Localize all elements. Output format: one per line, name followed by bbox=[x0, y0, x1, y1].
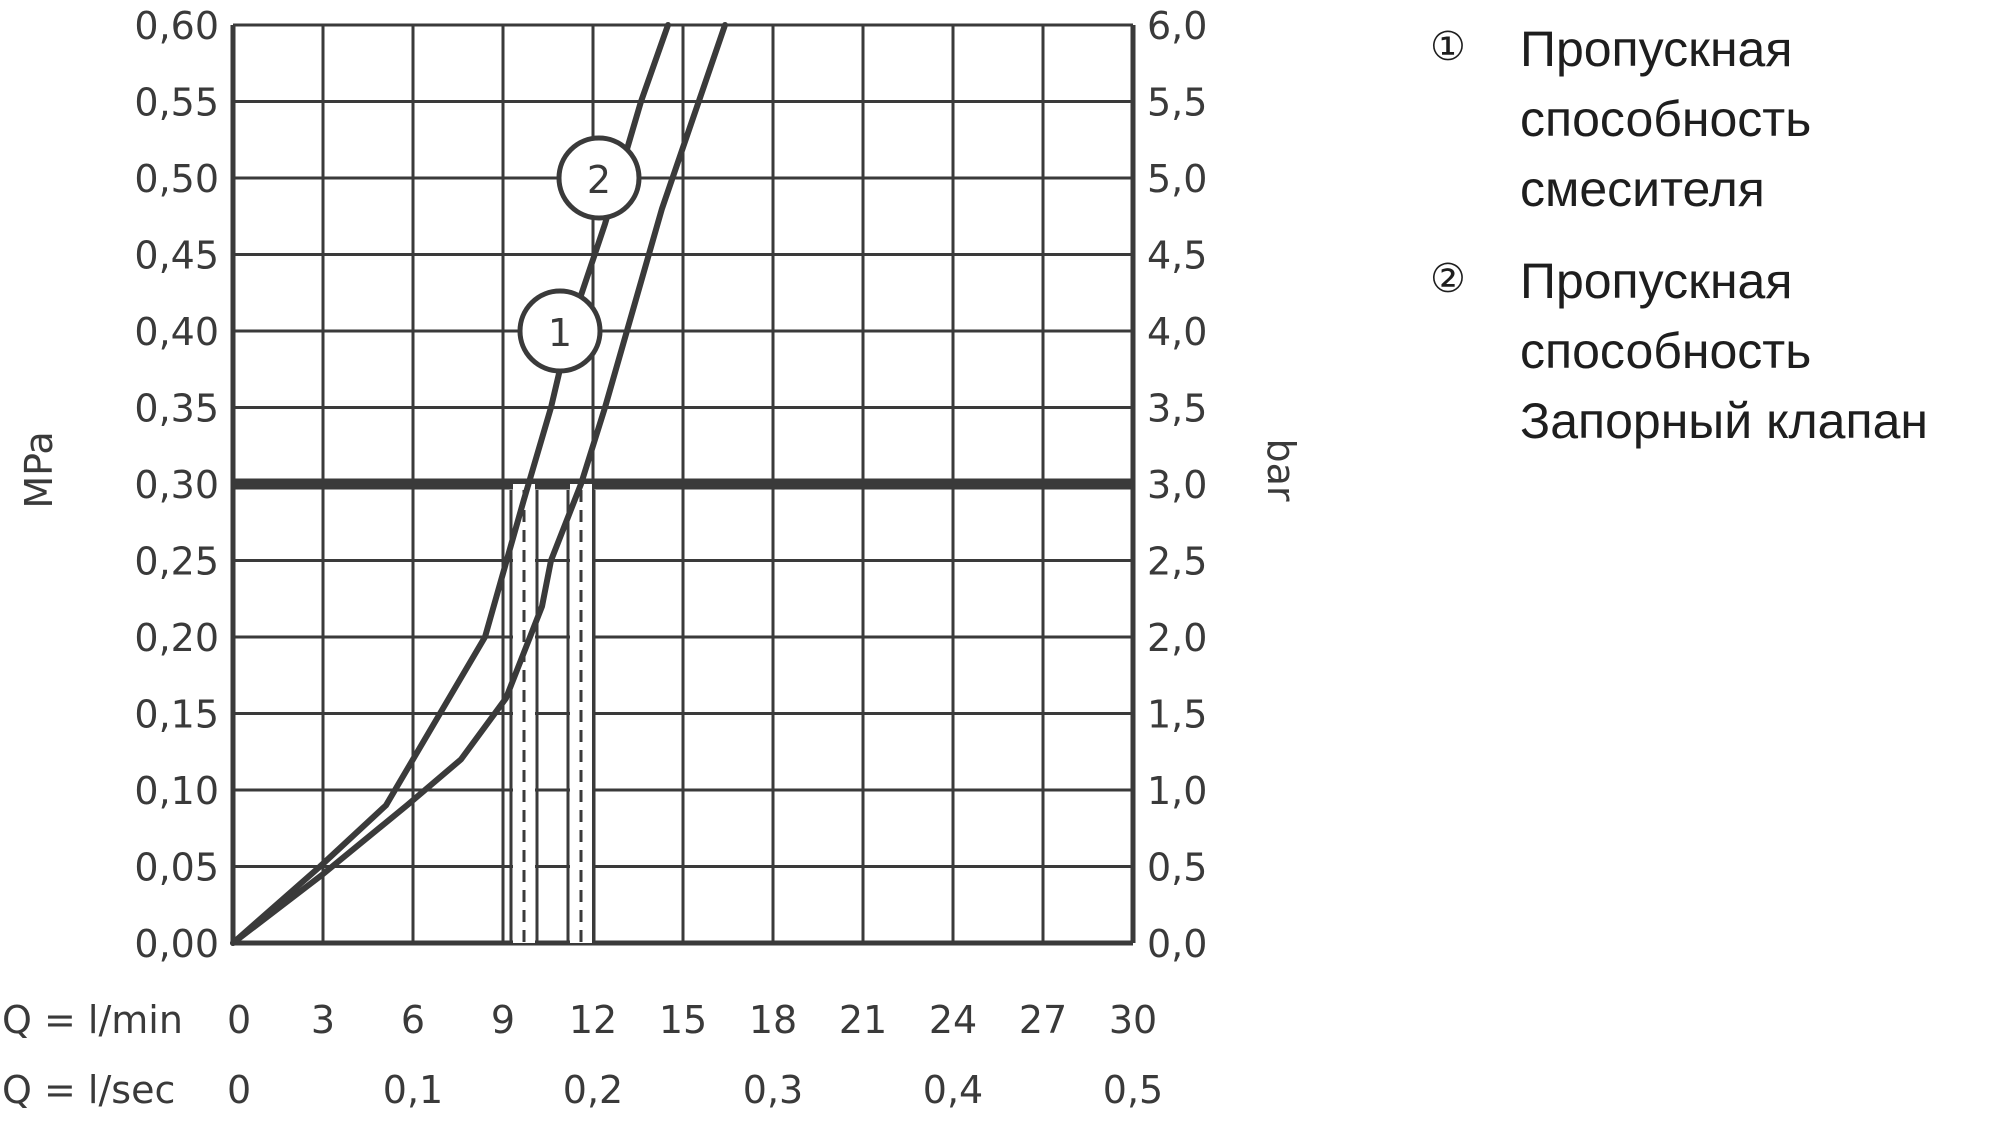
x-axis-label-lsec: Q = l/sec bbox=[2, 1068, 175, 1112]
y-tick-label-mpa: 0,05 bbox=[134, 846, 219, 890]
legend-line: смесителя bbox=[1520, 161, 1765, 217]
legend-line: Пропускная bbox=[1520, 253, 1793, 309]
legend-line: Запорный клапан bbox=[1520, 393, 1928, 449]
y-tick-label-mpa: 0,20 bbox=[134, 616, 219, 660]
x-tick-label-lmin: 18 bbox=[749, 998, 797, 1042]
y-tick-label-bar: 1,5 bbox=[1147, 693, 1207, 737]
curve-markers: 12 bbox=[517, 135, 642, 374]
x-tick-label-lmin: 6 bbox=[401, 998, 425, 1042]
legend-text-2: Пропускная способность Запорный клапан bbox=[1520, 246, 1928, 456]
y-tick-labels-mpa: 0,00 0,05 0,10 0,15 0,20 0,25 0,30 0,35 0,40 0,45… bbox=[134, 4, 219, 966]
x-tick-label-lsec: 0,4 bbox=[923, 1068, 983, 1112]
marker-label: 2 bbox=[587, 158, 611, 202]
y-tick-label-mpa: 0,55 bbox=[134, 81, 219, 125]
x-tick-label-lsec: 0,5 bbox=[1103, 1068, 1163, 1112]
y-tick-label-mpa: 0,25 bbox=[134, 540, 219, 584]
x-tick-label-lmin: 3 bbox=[311, 998, 335, 1042]
x-tick-label-lsec: 0,1 bbox=[383, 1068, 443, 1112]
y-tick-label-mpa: 0,45 bbox=[134, 234, 219, 278]
y-tick-label-bar: 2,0 bbox=[1147, 616, 1207, 660]
x-tick-label-lsec: 0,3 bbox=[743, 1068, 803, 1112]
x-tick-label-lmin: 21 bbox=[839, 998, 887, 1042]
y-tick-label-mpa: 0,30 bbox=[134, 463, 219, 507]
legend-line: способность bbox=[1520, 323, 1812, 379]
series-2-line bbox=[230, 22, 728, 946]
x-axis-label-lmin: Q = l/min bbox=[2, 998, 183, 1042]
x-tick-labels: 0 3 6 9 12 15 18 21 24 27 30 Q = l/min 0 0,1 0,2 0,3 0,4… bbox=[2, 998, 1163, 1112]
marker-circle bbox=[517, 288, 603, 374]
x-tick-label-lmin: 9 bbox=[491, 998, 515, 1042]
y-tick-label-bar: 2,5 bbox=[1147, 540, 1207, 584]
y-tick-labels-bar: 0,0 0,5 1,0 1,5 2,0 2,5 3,0 3,5 4,0 4,5 5,0 5,5 6,0 bbox=[1147, 4, 1207, 966]
y-axis-title-bar: bar bbox=[1259, 438, 1303, 501]
x-tick-label-lsec: 0,2 bbox=[563, 1068, 623, 1112]
legend-line: способность bbox=[1520, 91, 1812, 147]
legend-text-1: Пропускная способность смесителя bbox=[1520, 14, 1811, 224]
y-tick-label-bar: 6,0 bbox=[1147, 4, 1207, 48]
x-tick-label-lmin: 0 bbox=[227, 998, 251, 1042]
x-tick-label-lsec: 0 bbox=[227, 1068, 251, 1112]
y-tick-label-mpa: 0,35 bbox=[134, 387, 219, 431]
legend-item-2: ② Пропускная способность Запорный клапан bbox=[1430, 246, 1995, 456]
y-tick-label-bar: 0,5 bbox=[1147, 846, 1207, 890]
y-tick-label-bar: 3,0 bbox=[1147, 463, 1207, 507]
x-tick-label-lmin: 30 bbox=[1109, 998, 1157, 1042]
legend-marker-1: ① bbox=[1430, 25, 1466, 69]
x-tick-label-lmin: 27 bbox=[1019, 998, 1067, 1042]
axis-titles: MPa bar bbox=[17, 431, 1303, 508]
y-tick-label-bar: 5,5 bbox=[1147, 81, 1207, 125]
y-axis-title-mpa: MPa bbox=[17, 431, 61, 508]
y-tick-label-bar: 4,5 bbox=[1147, 234, 1207, 278]
x-tick-label-lmin: 15 bbox=[659, 998, 707, 1042]
y-tick-label-mpa: 0,50 bbox=[134, 157, 219, 201]
legend-item-1: ① Пропускная способность смесителя bbox=[1430, 14, 1995, 224]
y-tick-label-bar: 5,0 bbox=[1147, 157, 1207, 201]
y-tick-label-bar: 1,0 bbox=[1147, 769, 1207, 813]
y-tick-label-mpa: 0,10 bbox=[134, 769, 219, 813]
legend-line: Пропускная bbox=[1520, 21, 1793, 77]
legend: ① Пропускная способность смесителя ② Про… bbox=[1430, 14, 1995, 478]
y-tick-label-mpa: 0,00 bbox=[134, 922, 219, 966]
legend-marker-2: ② bbox=[1430, 257, 1466, 301]
series-2-marker: 2 bbox=[556, 135, 642, 221]
y-tick-label-bar: 3,5 bbox=[1147, 387, 1207, 431]
y-tick-label-bar: 4,0 bbox=[1147, 310, 1207, 354]
y-tick-label-mpa: 0,60 bbox=[134, 4, 219, 48]
y-tick-label-mpa: 0,40 bbox=[134, 310, 219, 354]
flow-chart: 0,000,050,100,150,200,250,300,350,400,45… bbox=[2, 4, 1303, 1112]
x-tick-label-lmin: 24 bbox=[929, 998, 977, 1042]
y-tick-label-bar: 0,0 bbox=[1147, 922, 1207, 966]
marker-circle bbox=[556, 135, 642, 221]
y-tick-label-mpa: 0,15 bbox=[134, 693, 219, 737]
marker-label: 1 bbox=[548, 311, 572, 355]
series-1-marker: 1 bbox=[517, 288, 603, 374]
x-tick-label-lmin: 12 bbox=[569, 998, 617, 1042]
dashed-markers bbox=[509, 484, 596, 943]
